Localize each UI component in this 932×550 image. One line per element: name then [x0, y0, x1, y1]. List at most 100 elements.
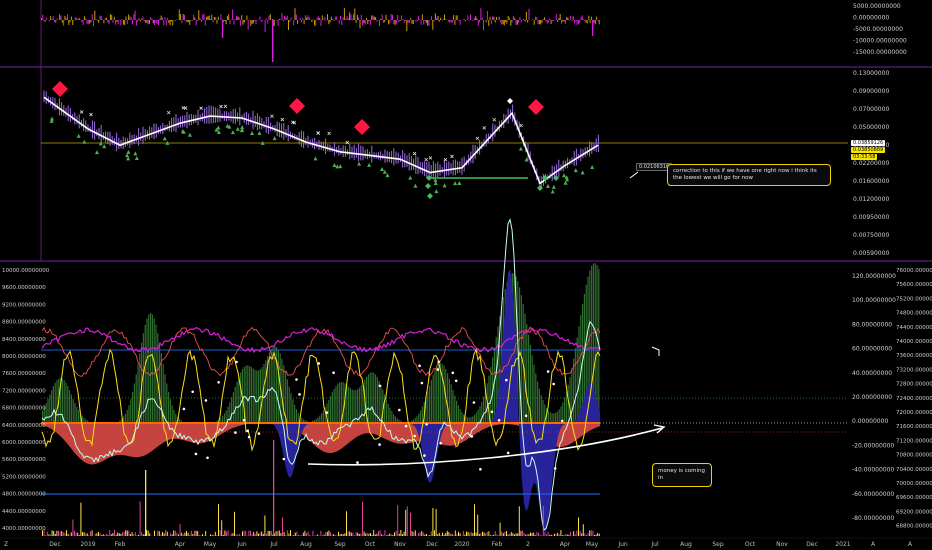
volume-spike [264, 515, 266, 536]
delta-bar [54, 20, 55, 22]
buy-triangle-icon [335, 164, 340, 169]
delta-bar [562, 20, 564, 22]
time-axis[interactable]: Dec 2019 Feb Apr May Jun Jul Aug Sep Oct Nov Dec 202… [4, 541, 913, 548]
delta-bar [385, 14, 387, 20]
volume-spike [174, 530, 176, 536]
volume-spike [254, 533, 256, 536]
measure-arrow[interactable] [629, 171, 639, 179]
delta-bar [286, 15, 288, 20]
delta-bar [583, 19, 585, 20]
mid-tick-label: 120.00000000 [852, 273, 896, 280]
green-bar [254, 369, 256, 423]
delta-bar [254, 20, 256, 22]
left-tick-label: 8400.00000000 [2, 337, 46, 343]
delta-bar [472, 20, 474, 21]
volume-spike [558, 534, 560, 536]
green-bar [135, 374, 137, 423]
volume-spike [442, 532, 443, 536]
volume-spike [211, 534, 213, 536]
green-bar [232, 392, 234, 423]
green-bar [283, 365, 285, 423]
delta-bar [458, 20, 460, 21]
mid-tick-label: 60.00000000 [852, 346, 892, 353]
volume-spike [563, 535, 565, 536]
delta-bar [585, 20, 587, 23]
delta-bar [325, 20, 327, 21]
delta-bar [247, 20, 249, 30]
green-bar [367, 374, 369, 423]
volume-spike [574, 534, 576, 536]
money-note[interactable]: money is coming in [652, 463, 712, 487]
delta-bar [548, 20, 549, 23]
volume-spike [82, 532, 83, 536]
volume-spike [586, 535, 587, 536]
green-bar [74, 403, 76, 423]
delta-bar [93, 20, 94, 26]
volume-spike [368, 533, 370, 536]
green-bar [72, 398, 74, 423]
delta-bar [550, 20, 552, 24]
green-bar [544, 404, 546, 423]
volume-spike [133, 534, 135, 536]
green-bar [360, 385, 362, 423]
volume-spike [379, 530, 381, 536]
left-tick-label: 9600.00000000 [2, 285, 46, 291]
delta-bar [384, 20, 386, 23]
left-tick-label: 9200.00000000 [2, 302, 46, 308]
time-label-feb: Feb [115, 541, 126, 548]
volume-spike [219, 530, 221, 536]
delta-bar [135, 20, 137, 26]
cursor-mark [651, 346, 660, 356]
buy-triangle-icon [235, 126, 240, 131]
delta-bar [523, 19, 525, 20]
delta-bar [557, 20, 559, 22]
delta-bar [431, 16, 432, 20]
right-tick-label: 71200.00000000 [896, 438, 932, 444]
delta-bar [245, 20, 247, 21]
time-label-oct: Oct [745, 541, 756, 548]
green-bar [123, 416, 125, 423]
volume-spike [99, 533, 101, 536]
signal-dot [425, 423, 428, 426]
signal-dot [413, 434, 417, 438]
green-bar [535, 373, 537, 423]
delta-bar [584, 20, 586, 22]
correction-note[interactable]: correction to this if we have one right … [667, 164, 831, 186]
mid-tick-label: 100.00000000 [852, 297, 896, 304]
volume-spike [307, 531, 309, 536]
signal-dot [505, 378, 508, 382]
delta-bar [267, 20, 269, 24]
delta-bar [397, 14, 399, 20]
delta-bar [386, 19, 388, 20]
signal-dot [553, 467, 557, 470]
green-bar [69, 390, 71, 423]
right-tick-label: 71600.00000000 [896, 424, 932, 430]
sell-x-icon [223, 104, 228, 109]
money-flow-arrow[interactable] [307, 427, 663, 466]
delta-bar [312, 19, 314, 20]
volume-spike [555, 533, 557, 536]
volume-spike [485, 533, 487, 536]
buy-triangle-icon [94, 150, 99, 155]
delta-bar [211, 14, 213, 20]
volume-spike [512, 533, 514, 536]
sell-x-icon [428, 156, 433, 160]
green-bar [328, 399, 330, 423]
delta-bar [148, 20, 150, 25]
green-bar [472, 416, 474, 423]
volume-spike [112, 533, 114, 536]
volume-spike [427, 535, 429, 536]
buy-triangle-icon [413, 183, 418, 188]
green-bar [292, 399, 294, 423]
delta-bar [108, 20, 110, 24]
volume-spike [502, 533, 504, 536]
sell-x-icon [199, 106, 203, 110]
delta-bar [360, 14, 362, 20]
top-tick-label: 0.00000000 [853, 15, 889, 22]
buy-triangle-icon [590, 164, 595, 169]
price-tick-label: 0.09000000 [853, 88, 889, 95]
volume-spike [86, 533, 88, 536]
delta-bar [195, 20, 197, 26]
sell-diamonds [52, 81, 544, 135]
